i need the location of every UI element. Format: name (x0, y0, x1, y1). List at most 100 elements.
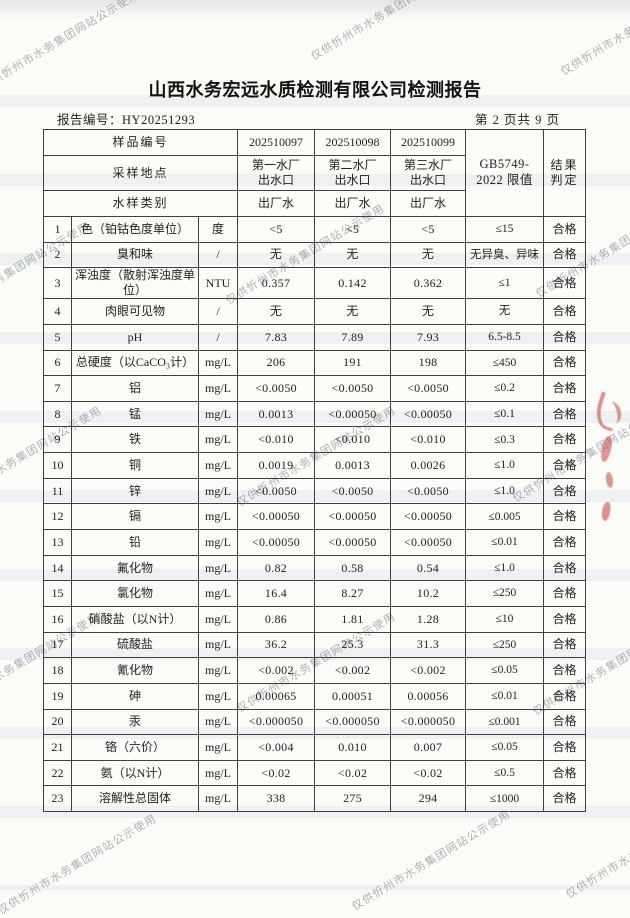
row-number: 3 (43, 267, 72, 300)
red-seal-fragment (591, 388, 630, 538)
parameter-name: 铜 (71, 452, 199, 479)
value-plant2: 0.58 (314, 554, 392, 582)
result-judgement: 合格 (543, 657, 587, 684)
value-plant2: 0.010 (314, 734, 392, 761)
limit-value: 无异臭、异味 (465, 241, 545, 269)
parameter-name: 溶解性总固体 (71, 785, 199, 813)
row-number: 12 (43, 503, 72, 531)
value-plant2: <0.000050 (314, 708, 392, 736)
value-plant3: 31.3 (390, 631, 467, 659)
location-plant2: 第二水厂 出水口 (314, 155, 392, 191)
value-plant3: 1.28 (390, 605, 467, 633)
row-number: 23 (43, 785, 72, 813)
result-judgement: 合格 (543, 734, 587, 761)
table-row: 7 铝 mg/L <0.0050 <0.0050 <0.0050 ≤0.2 合格 (43, 375, 587, 402)
value-plant1: <0.004 (237, 734, 316, 761)
parameter-name: 砷 (71, 682, 199, 710)
unit: / (197, 323, 239, 351)
value-plant1: 0.82 (237, 554, 316, 582)
value-plant1: 7.83 (237, 323, 316, 351)
value-plant2: 无 (314, 241, 392, 269)
sample-type-3: 出厂水 (390, 190, 467, 217)
limit-value: ≤0.005 (465, 503, 545, 531)
report-number-label: 报告编号： (57, 113, 123, 127)
unit: mg/L (197, 400, 239, 428)
unit: mg/L (197, 503, 239, 531)
value-plant3: <0.010 (390, 426, 467, 454)
row-number: 15 (43, 580, 72, 607)
report-number-value: HY20251293 (122, 113, 196, 127)
limit-value: ≤0.01 (465, 529, 545, 556)
value-plant1: <0.000050 (237, 708, 316, 736)
row-number: 7 (43, 375, 72, 402)
parameter-name: 镉 (71, 503, 199, 531)
limit-value: ≤0.1 (465, 400, 545, 428)
sample-type-1: 出厂水 (237, 190, 316, 217)
row-number: 14 (43, 554, 72, 582)
value-plant2: 1.81 (314, 605, 392, 633)
row-number: 19 (43, 682, 72, 710)
unit: mg/L (197, 375, 239, 402)
value-plant2: <0.0050 (314, 375, 392, 402)
row-number: 21 (43, 734, 72, 761)
limit-value: ≤15 (465, 216, 545, 243)
value-plant2: <0.002 (314, 657, 392, 684)
unit: mg/L (197, 477, 239, 505)
row-number: 18 (43, 657, 72, 684)
limit-value: ≤0.3 (465, 426, 545, 454)
result-judgement: 合格 (543, 323, 587, 351)
value-plant2: <0.00050 (314, 529, 392, 556)
value-plant3: <0.0050 (390, 375, 467, 402)
parameter-name: 氯化物 (71, 580, 199, 607)
header-result: 结果 判定 (543, 129, 587, 217)
limit-value: ≤0.5 (465, 759, 545, 787)
watermark-text: 仅供忻州市水务集团网站公示使用 (558, 0, 630, 79)
value-plant2: <0.0050 (314, 477, 392, 505)
watermark-text: 仅供忻州市水务集团网站公示使用 (0, 812, 160, 918)
row-number: 4 (43, 298, 72, 325)
value-plant3: <0.00050 (390, 400, 467, 428)
parameter-name: 肉眼可见物 (71, 298, 199, 325)
unit: mg/L (197, 580, 239, 607)
value-plant2: 191 (314, 349, 392, 377)
value-plant1: 0.357 (237, 267, 316, 300)
result-judgement: 合格 (543, 452, 587, 479)
row-number: 13 (43, 529, 72, 556)
parameter-name: 氰化物 (71, 657, 199, 684)
watermark-text: 仅供忻州市水务集团网站公示使用 (308, 0, 473, 64)
header-row-location: 采样地点 第一水厂 出水口 第二水厂 出水口 第三水厂 出水口 (42, 155, 586, 191)
value-plant2: <5 (314, 216, 392, 243)
value-plant1: 16.4 (237, 580, 316, 607)
parameter-name: pH (71, 323, 199, 351)
page-title: 山西水务宏远水质检测有限公司检测报告 (148, 80, 482, 100)
value-plant2: 275 (314, 785, 392, 813)
table-row: 8 锰 mg/L 0.0013 <0.00050 <0.00050 ≤0.1 合格 (43, 400, 587, 428)
parameter-name: 铬（六价） (71, 734, 199, 761)
value-plant1: 0.0019 (237, 452, 316, 479)
table-row: 3 浑浊度（散射浑浊度单位） NTU 0.357 0.142 0.362 ≤1 合格 (43, 267, 587, 300)
row-number: 10 (43, 452, 72, 479)
value-plant3: <0.000050 (390, 708, 467, 736)
unit: mg/L (197, 349, 239, 377)
limit-value: ≤1.0 (465, 554, 545, 582)
value-plant3: 7.93 (390, 323, 467, 351)
table-row: 11 锌 mg/L <0.0050 <0.0050 <0.0050 ≤1.0 合格 (43, 477, 587, 505)
value-plant2: 0.142 (314, 267, 392, 300)
value-plant3: <5 (390, 216, 467, 243)
row-number: 6 (43, 349, 72, 377)
result-judgement: 合格 (543, 708, 587, 736)
limit-value: ≤450 (465, 349, 545, 377)
value-plant2: <0.00050 (314, 503, 392, 531)
report-number: 报告编号：HY20251293 (57, 109, 195, 128)
parameter-name: 铅 (71, 529, 199, 556)
result-judgement: 合格 (543, 759, 587, 787)
table-row: 17 硫酸盐 mg/L 36.2 25.3 31.3 ≤250 合格 (43, 631, 587, 659)
limit-value: 6.5-8.5 (465, 323, 545, 351)
value-plant1: <0.0050 (237, 477, 316, 505)
parameter-name: 汞 (71, 708, 199, 736)
parameter-name: 锰 (71, 400, 199, 428)
value-plant3: 无 (390, 241, 467, 269)
result-judgement: 合格 (543, 477, 587, 505)
value-plant2: 7.89 (314, 323, 392, 351)
header-type-label: 水样类别 (42, 190, 239, 217)
